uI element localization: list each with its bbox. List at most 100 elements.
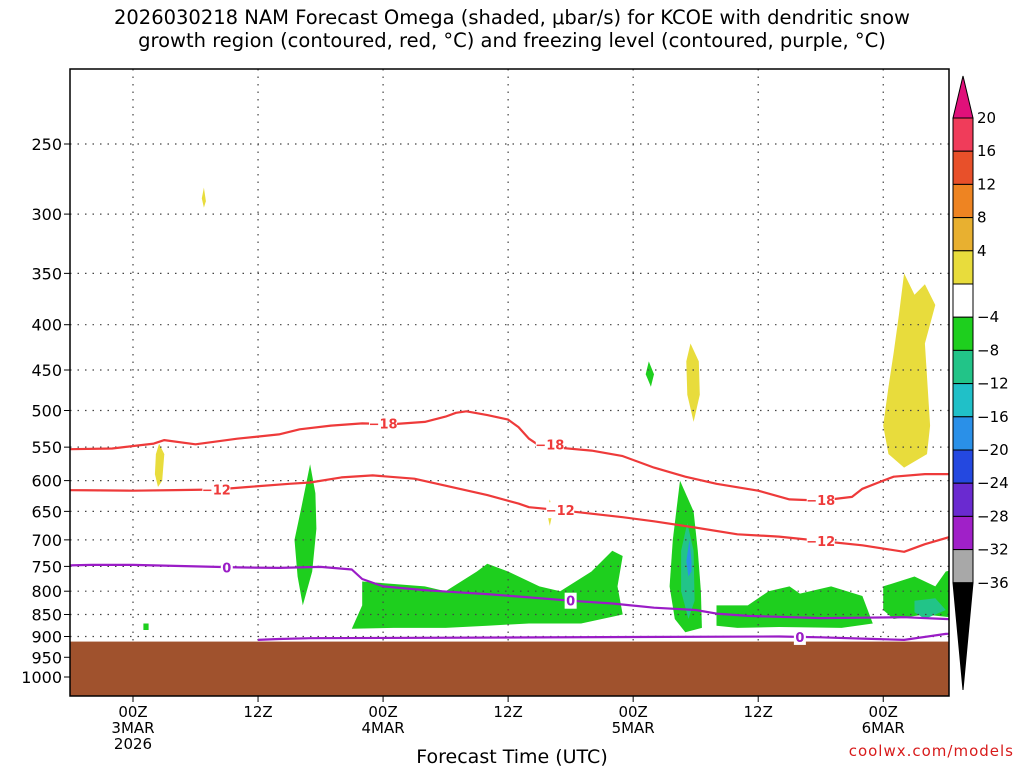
omega-region-15: [686, 539, 692, 577]
contour-label-bg-dgz_minus12-0: [202, 481, 231, 498]
contour-label-dgz_minus12-0: −12: [202, 483, 231, 498]
contour-labels: −18 −18 −18 −12 −12 −12 0 0 0: [202, 415, 835, 646]
y-tick-label-1000: 1000: [21, 668, 62, 687]
colorbar-label-1: 16: [977, 142, 996, 160]
x-tick-label-0-1: 3MAR: [111, 719, 154, 737]
x-tick-label-12-0: 12Z: [243, 703, 272, 721]
contour-label-bg-dgz_minus18-0: [369, 415, 398, 432]
contour-label-bg-dgz_minus12-1: [546, 502, 575, 519]
colorbar-label-5: −4: [977, 308, 999, 326]
colorbar-label-12: −32: [977, 541, 1009, 559]
omega-region-13: [914, 598, 946, 619]
x-tick-label-36-0: 12Z: [493, 703, 522, 721]
colorbar-segment-6: [952, 316, 974, 351]
x-tick-label-60-0: 12Z: [744, 703, 773, 721]
y-axis: 250 300 350 400 450 500 550 600 650 700 750 800 850 9…: [21, 135, 70, 687]
x-axis-title: Forecast Time (UTC): [416, 746, 608, 768]
y-tick-label-500: 500: [31, 402, 62, 421]
colorbar-label-8: −16: [977, 408, 1009, 426]
colorbar-label-6: −8: [977, 341, 999, 359]
contour-label-dgz_minus18-1: −18: [535, 438, 564, 453]
colorbar-label-13: −36: [977, 574, 1009, 592]
colorbar-segment-9: [952, 416, 974, 451]
contour-freezing_level: [70, 563, 949, 621]
contour-label-bg-dgz_minus12-2: [806, 532, 835, 549]
omega-region-4: [883, 273, 936, 468]
colorbar-segment-4: [952, 250, 974, 285]
x-tick-label-24-0: 00Z: [368, 703, 397, 721]
omega-region-11: [143, 623, 149, 630]
omega-region-3: [686, 343, 700, 422]
colorbar-label-0: 20: [977, 109, 996, 127]
colorbar-segment-3: [952, 217, 974, 252]
x-tick-label-72-1: 6MAR: [862, 719, 905, 737]
contour-label-dgz_minus12-2: −12: [806, 535, 835, 550]
colorbar-segment-2: [952, 183, 974, 219]
y-tick-label-450: 450: [31, 361, 62, 380]
chart-title: 2026030218 NAM Forecast Omega (shaded, μ…: [0, 6, 1024, 52]
x-tick-label-72-0: 00Z: [869, 703, 898, 721]
omega-region-0: [154, 443, 165, 487]
omega-region-9: [716, 586, 873, 628]
site-credit: coolwx.com/models: [848, 742, 1014, 760]
colorbar-segment-7: [952, 349, 974, 385]
contour-label-freezing_level-1: 0: [566, 595, 575, 610]
contour-label-freezing_level_low-0: 0: [795, 631, 804, 646]
colorbar-label-10: −24: [977, 474, 1009, 492]
omega-region-5: [645, 361, 654, 387]
colorbar-segment-0: [952, 117, 974, 152]
contour-label-dgz_minus12-1: −12: [546, 504, 575, 519]
contour-freezing_level_low: [257, 632, 949, 641]
contour-label-bg-dgz_minus18-1: [535, 436, 564, 453]
colorbar-segment-11: [952, 482, 974, 517]
colorbar-top-arrow: [952, 75, 974, 119]
y-tick-label-550: 550: [31, 438, 62, 457]
contour-label-dgz_minus18-2: −18: [806, 494, 835, 509]
y-tick-label-650: 650: [31, 502, 62, 521]
y-tick-label-900: 900: [31, 627, 62, 646]
colorbar-segment-1: [952, 150, 974, 185]
contour-label-bg-freezing_level_low-0: [793, 628, 806, 645]
colorbar-segment-12: [952, 515, 974, 551]
y-tick-label-400: 400: [31, 316, 62, 335]
y-tick-label-800: 800: [31, 582, 62, 601]
y-tick-label-850: 850: [31, 606, 62, 625]
colorbar: 20 16 12 8 4 −4 −8 −12 −16 −20 −24 −28 −32 −36: [952, 75, 1009, 691]
x-tick-label-0-2: 2026: [114, 735, 152, 753]
colorbar-segment-5: [952, 283, 974, 318]
contour-dgz_minus18: [70, 410, 949, 502]
omega-shading: [143, 187, 949, 633]
terrain-fill: [70, 641, 949, 696]
contour-label-bg-dgz_minus18-2: [806, 491, 835, 508]
colorbar-segment-10: [952, 449, 974, 484]
colorbar-label-2: 12: [977, 175, 996, 193]
plot-frame: [69, 68, 950, 697]
omega-region-6: [294, 464, 317, 606]
y-tick-label-250: 250: [31, 135, 62, 154]
colorbar-bottom-arrow: [952, 582, 974, 691]
x-tick-label-48-0: 00Z: [618, 703, 647, 721]
terrain-surface: [70, 641, 949, 696]
colorbar-label-7: −12: [977, 375, 1009, 393]
contour-label-freezing_level-0: 0: [222, 561, 231, 576]
colorbar-segment-13: [952, 549, 974, 584]
colorbar-segment-8: [952, 383, 974, 418]
omega-region-1: [201, 187, 206, 208]
colorbar-label-4: 4: [977, 242, 987, 260]
colorbar-label-9: −20: [977, 441, 1009, 459]
colorbar-label-3: 8: [977, 209, 987, 227]
y-tick-label-350: 350: [31, 264, 62, 283]
y-tick-label-950: 950: [31, 648, 62, 667]
colorbar-label-11: −28: [977, 507, 1009, 525]
y-tick-label-750: 750: [31, 557, 62, 576]
title-line-1: 2026030218 NAM Forecast Omega (shaded, μ…: [113, 6, 910, 29]
y-tick-label-600: 600: [31, 472, 62, 491]
y-tick-label-700: 700: [31, 531, 62, 550]
title-line-2: growth region (contoured, red, °C) and f…: [138, 29, 886, 52]
x-tick-label-48-1: 5MAR: [612, 719, 655, 737]
omega-region-7: [351, 550, 623, 629]
x-tick-label-0-0: 00Z: [118, 703, 147, 721]
y-tick-label-300: 300: [31, 205, 62, 224]
